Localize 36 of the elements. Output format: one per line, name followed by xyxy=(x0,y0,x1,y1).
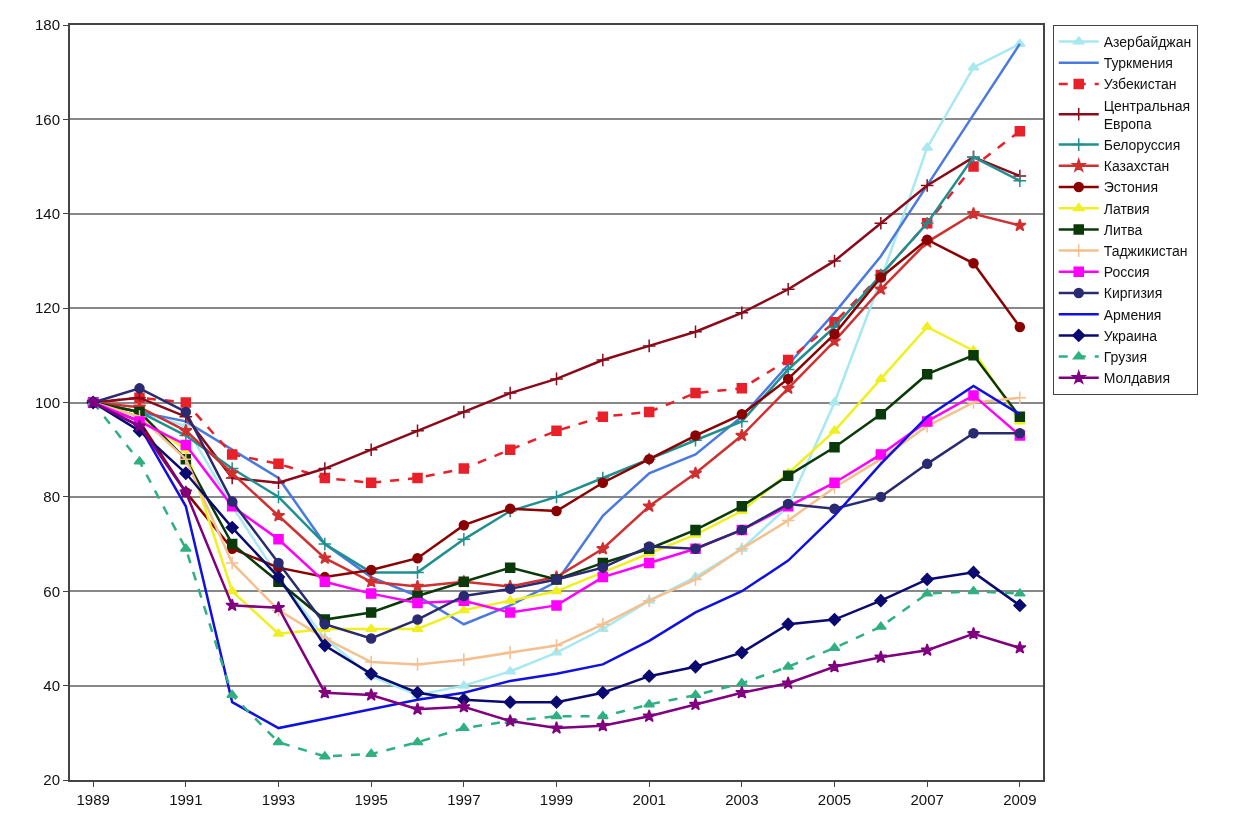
y-tick-label: 60 xyxy=(43,582,60,600)
legend-label: Литва xyxy=(1103,221,1143,238)
legend-label: Белоруссия xyxy=(1103,137,1181,154)
y-tick-label: 120 xyxy=(34,299,60,317)
x-tick-label: 2003 xyxy=(725,791,759,808)
y-tick-label: 80 xyxy=(43,488,60,506)
legend-label: Армения xyxy=(1103,306,1162,323)
y-tick-label: 20 xyxy=(43,771,60,789)
legend-label: Казахстан xyxy=(1103,158,1170,175)
legend-label: Туркмения xyxy=(1103,55,1173,72)
x-tick-label: 1991 xyxy=(169,791,203,808)
x-tick-label: 1999 xyxy=(539,791,574,808)
legend-label: Киргизия xyxy=(1103,285,1163,302)
legend-label: Россия xyxy=(1103,264,1150,281)
legend-label: Грузия xyxy=(1103,349,1147,366)
x-tick-label: 1993 xyxy=(261,791,296,808)
x-tick-label: 2007 xyxy=(910,791,944,808)
y-tick-label: 100 xyxy=(34,393,60,411)
y-tick-label: 180 xyxy=(34,16,60,34)
x-tick-label: 2009 xyxy=(1003,791,1037,808)
x-tick-label: 2001 xyxy=(632,791,666,808)
legend-label: Эстония xyxy=(1103,179,1158,196)
x-tick-label: 1997 xyxy=(447,791,481,808)
legend-label: Латвия xyxy=(1103,200,1150,217)
legend-label: Центральная Европа xyxy=(1103,97,1191,132)
y-tick-label: 40 xyxy=(43,676,60,694)
x-tick-label: 2005 xyxy=(817,791,852,808)
x-tick-label: 1995 xyxy=(354,791,388,808)
legend-label: Таджикистан xyxy=(1103,243,1188,260)
legend-label: Азербайджан xyxy=(1103,34,1192,51)
legend-label: Молдавия xyxy=(1103,370,1170,387)
y-tick-label: 140 xyxy=(34,205,60,222)
x-tick-label: 1989 xyxy=(76,791,110,808)
y-tick-label: 160 xyxy=(34,110,60,128)
legend-label: Украина xyxy=(1103,327,1158,344)
legend-label: Узбекистан xyxy=(1103,76,1177,93)
